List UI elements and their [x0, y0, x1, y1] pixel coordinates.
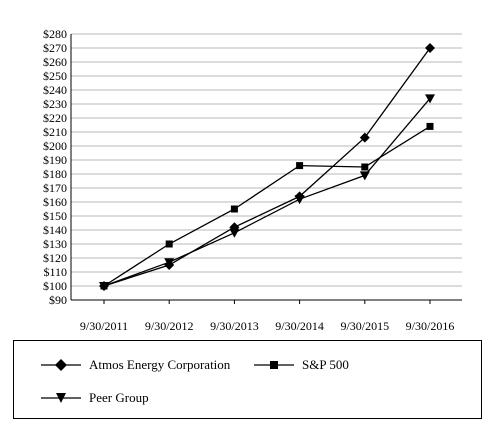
x-tick-label: 9/30/2013 [210, 319, 259, 333]
data-point-diamond [425, 43, 435, 53]
data-point-triangle-down [359, 171, 370, 181]
x-tick-label: 9/30/2011 [80, 319, 128, 333]
x-tick-label: 9/30/2016 [406, 319, 455, 333]
y-tick-label: $220 [43, 111, 67, 125]
data-point-triangle-down [164, 258, 175, 268]
x-tick-label: 9/30/2015 [340, 319, 389, 333]
y-tick-label: $250 [43, 69, 67, 83]
series-lines [99, 43, 435, 291]
x-tick-label: 9/30/2012 [145, 319, 194, 333]
data-point-square [296, 162, 304, 170]
data-point-square [165, 240, 173, 248]
legend-label-atmos: Atmos Energy Corporation [89, 357, 231, 372]
data-point-square [426, 122, 434, 130]
legend: Atmos Energy Corporation S&P 500 Peer Gr… [13, 340, 482, 419]
y-tick-label: $210 [43, 125, 67, 139]
series-line-atmos-energy [103, 47, 431, 287]
y-tick-label: $230 [43, 97, 67, 111]
y-tick-label: $170 [43, 181, 67, 195]
diamond-marker-icon [41, 359, 81, 371]
axes [70, 34, 462, 304]
y-tick-label: $200 [43, 139, 67, 153]
y-tick-label: $190 [43, 153, 67, 167]
series-line-sp500 [103, 125, 431, 287]
data-point-triangle-down [425, 94, 435, 104]
legend-label-peer-group: Peer Group [89, 390, 149, 405]
data-point-diamond [359, 132, 370, 143]
data-point-square [361, 163, 369, 171]
y-tick-label: $100 [43, 279, 67, 293]
legend-item-sp500: S&P 500 [254, 355, 349, 375]
y-tick-label: $110 [43, 265, 67, 279]
y-tick-label: $180 [43, 167, 67, 181]
y-tick-label: $270 [43, 41, 67, 55]
y-tick-label: $260 [43, 55, 67, 69]
legend-item-peer-group: Peer Group [41, 388, 149, 408]
y-tick-label: $150 [43, 209, 67, 223]
y-tick-label: $140 [43, 223, 67, 237]
series-atmos-energy [99, 43, 435, 291]
y-tick-labels: $90$100$110$120$130$140$150$160$170$180$… [43, 27, 67, 307]
data-point-triangle-down [294, 195, 305, 205]
legend-item-atmos: Atmos Energy Corporation [41, 355, 230, 375]
line-chart: $90$100$110$120$130$140$150$160$170$180$… [43, 27, 462, 333]
y-tick-label: $130 [43, 237, 67, 251]
series-line-peer-group [103, 97, 431, 287]
y-tick-label: $240 [43, 83, 67, 97]
data-point-square [230, 205, 238, 213]
triangle-down-marker-icon [41, 393, 81, 403]
y-tick-label: $120 [43, 251, 67, 265]
x-tick-labels: 9/30/2011 9/30/2012 9/30/2013 9/30/2014 9/30… [80, 319, 454, 333]
gridlines [71, 33, 462, 287]
data-point-triangle-down [99, 282, 109, 291]
square-marker-icon [254, 361, 294, 369]
y-tick-label: $160 [43, 195, 67, 209]
y-tick-label: $90 [49, 293, 67, 307]
legend-label-sp500: S&P 500 [302, 357, 349, 372]
data-point-triangle-down [229, 228, 240, 238]
series-peer-group [99, 94, 435, 291]
x-tick-label: 9/30/2014 [275, 319, 324, 333]
series-sp500 [100, 122, 434, 290]
y-tick-label: $280 [43, 27, 67, 41]
